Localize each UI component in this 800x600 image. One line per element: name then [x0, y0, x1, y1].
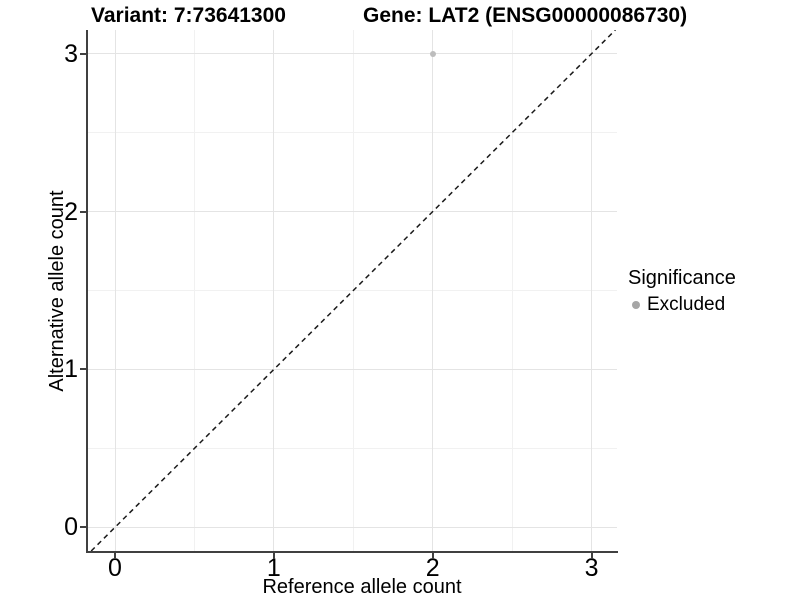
gridline-x-major — [591, 30, 593, 551]
x-axis-line — [86, 551, 618, 553]
x-axis-tick — [431, 553, 434, 559]
gridline-y-minor — [88, 132, 617, 134]
data-point — [429, 50, 436, 57]
y-axis-tick — [80, 526, 86, 529]
plot-panel — [88, 30, 617, 551]
gridline-y-major — [88, 368, 617, 370]
identity-reference-line — [90, 30, 616, 551]
y-axis-tick — [80, 368, 86, 371]
x-tick-label: 1 — [266, 554, 281, 582]
y-tick-label: 1 — [64, 355, 78, 384]
y-axis-line — [86, 30, 88, 553]
y-axis-title: Alternative allele count — [46, 190, 68, 392]
x-axis-tick — [590, 553, 593, 559]
y-axis-tick — [80, 52, 86, 55]
y-axis-tick — [80, 210, 86, 213]
legend-item-label: Excluded — [647, 294, 726, 315]
x-tick-label: 0 — [108, 554, 122, 582]
gridline-y-minor — [88, 290, 617, 291]
gridline-y-major — [88, 526, 617, 528]
plot-title-variant: Variant: 7:73641300 — [91, 4, 286, 27]
legend-title: Significance — [628, 267, 736, 289]
gridline-x-major — [432, 30, 434, 551]
gridline-y-minor — [88, 447, 617, 449]
legend-key-dot-icon — [632, 301, 640, 309]
x-axis-tick — [272, 553, 275, 559]
gridline-y-major — [88, 211, 617, 213]
x-axis-title: Reference allele count — [262, 576, 462, 598]
y-tick-label: 0 — [64, 513, 78, 542]
gridline-x-major — [114, 30, 116, 551]
gridline-y-major — [88, 53, 617, 55]
x-tick-label: 2 — [425, 554, 440, 582]
y-tick-label: 3 — [64, 39, 78, 68]
gridline-x-major — [273, 30, 275, 551]
y-tick-label: 2 — [64, 197, 78, 226]
x-tick-label: 3 — [584, 554, 599, 582]
x-axis-tick — [114, 553, 116, 559]
legend: Significance Excluded — [628, 266, 736, 316]
plot-title-gene: Gene: LAT2 (ENSG00000086730) — [363, 4, 688, 27]
legend-item-excluded: Excluded — [628, 294, 736, 316]
